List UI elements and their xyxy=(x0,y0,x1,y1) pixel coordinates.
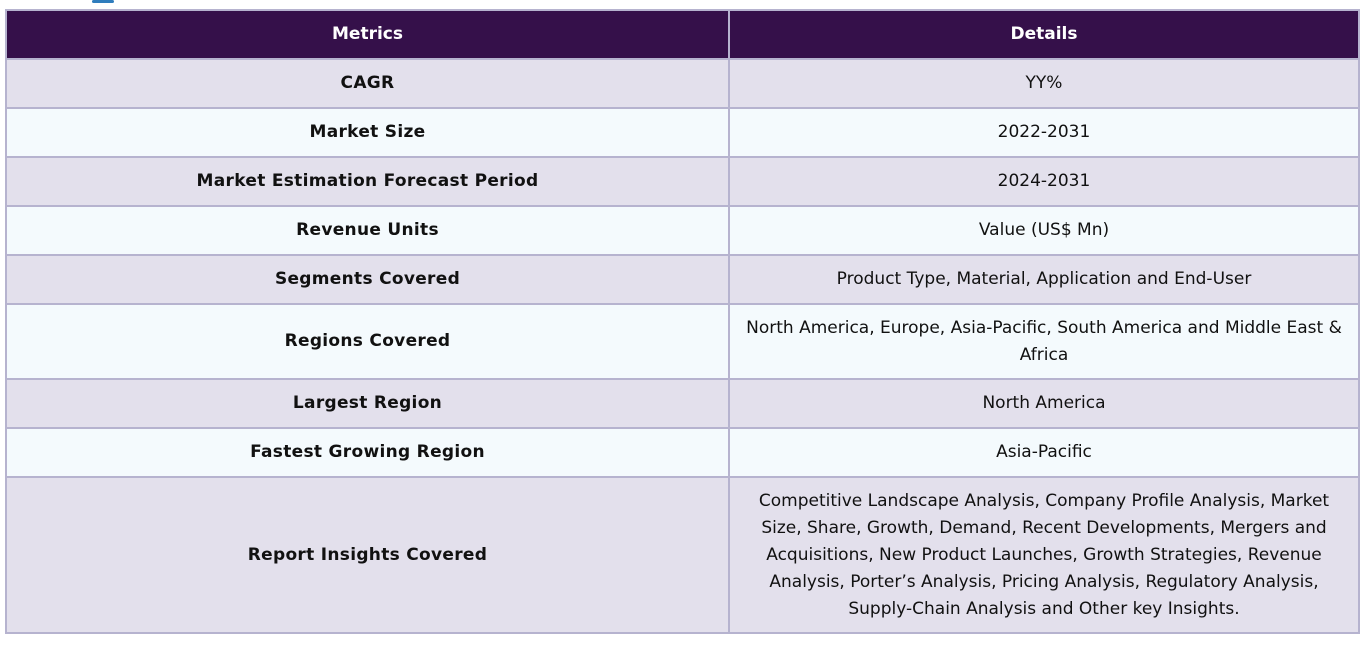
metric-cell: Market Size xyxy=(5,107,730,158)
header-details: Details xyxy=(728,9,1360,60)
top-accent-line xyxy=(92,0,114,3)
header-metrics: Metrics xyxy=(5,9,730,60)
table-row: Fastest Growing Region Asia-Pacific xyxy=(5,427,1360,478)
details-cell: North America, Europe, Asia-Pacific, Sou… xyxy=(728,303,1360,380)
metric-cell: Revenue Units xyxy=(5,205,730,256)
metric-cell: CAGR xyxy=(5,58,730,109)
table-row: Market Size 2022-2031 xyxy=(5,107,1360,158)
details-cell: Asia-Pacific xyxy=(728,427,1360,478)
table-row: CAGR YY% xyxy=(5,58,1360,109)
table-row: Regions Covered North America, Europe, A… xyxy=(5,303,1360,380)
metric-cell: Market Estimation Forecast Period xyxy=(5,156,730,207)
table-body: CAGR YY% Market Size 2022-2031 Market Es… xyxy=(5,58,1360,634)
details-cell: Product Type, Material, Application and … xyxy=(728,254,1360,305)
details-cell: Competitive Landscape Analysis, Company … xyxy=(728,476,1360,634)
table-row: Market Estimation Forecast Period 2024-2… xyxy=(5,156,1360,207)
table-header: Metrics Details xyxy=(5,9,1360,60)
table-row: Segments Covered Product Type, Material,… xyxy=(5,254,1360,305)
metric-cell: Regions Covered xyxy=(5,303,730,380)
metric-cell: Segments Covered xyxy=(5,254,730,305)
metric-cell: Fastest Growing Region xyxy=(5,427,730,478)
table-row: Revenue Units Value (US$ Mn) xyxy=(5,205,1360,256)
report-metrics-table-container: Metrics Details CAGR YY% Market Size 202… xyxy=(5,9,1360,634)
table-row: Largest Region North America xyxy=(5,378,1360,429)
details-cell: Value (US$ Mn) xyxy=(728,205,1360,256)
header-row: Metrics Details xyxy=(5,9,1360,60)
details-cell: 2024-2031 xyxy=(728,156,1360,207)
report-metrics-table: Metrics Details CAGR YY% Market Size 202… xyxy=(5,9,1360,634)
details-cell: 2022-2031 xyxy=(728,107,1360,158)
details-cell: North America xyxy=(728,378,1360,429)
metric-cell: Largest Region xyxy=(5,378,730,429)
table-row: Report Insights Covered Competitive Land… xyxy=(5,476,1360,634)
details-cell: YY% xyxy=(728,58,1360,109)
metric-cell: Report Insights Covered xyxy=(5,476,730,634)
